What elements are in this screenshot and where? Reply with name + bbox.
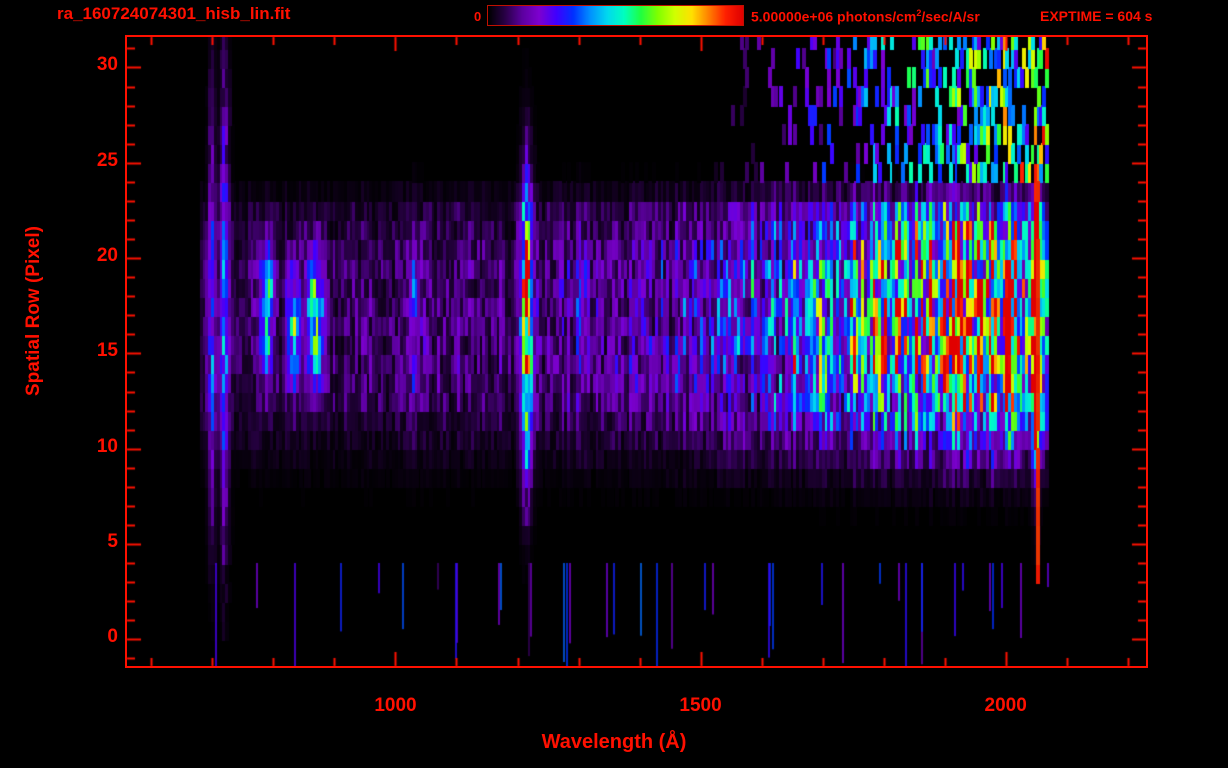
plot-frame [125,35,1148,668]
y-tick-label: 25 [96,149,118,171]
y-tick-labels: 0 5 10 15 20 25 30 [68,0,118,768]
x-axis-label: Wavelength (Å) [541,731,687,753]
colorbar [487,5,744,26]
y-tick-label: 20 [96,245,118,267]
colorbar-max-value: 5.00000e+06 [751,8,834,25]
colorbar-units-post: /sec/A/sr [921,8,980,25]
x-tick-label: 1000 [374,695,417,716]
colorbar-units-pre: photons/cm [837,8,917,25]
y-tick-label: 30 [96,54,118,76]
colorbar-gradient [488,6,743,25]
y-tick-label: 0 [107,626,118,648]
exposure-time-label: EXPTIME = 604 s [1040,8,1153,24]
x-tick-label: 2000 [984,695,1027,716]
y-tick-label: 15 [96,340,118,362]
colorbar-max-label: 5.00000e+06 photons/cm2/sec/A/sr [751,8,980,25]
x-tick-label: 1500 [679,695,722,716]
y-tick-label: 10 [96,435,118,457]
y-tick-label: 5 [107,531,118,552]
y-axis-label: Spatial Row (Pixel) [23,226,44,396]
colorbar-min-label: 0 [474,9,482,24]
